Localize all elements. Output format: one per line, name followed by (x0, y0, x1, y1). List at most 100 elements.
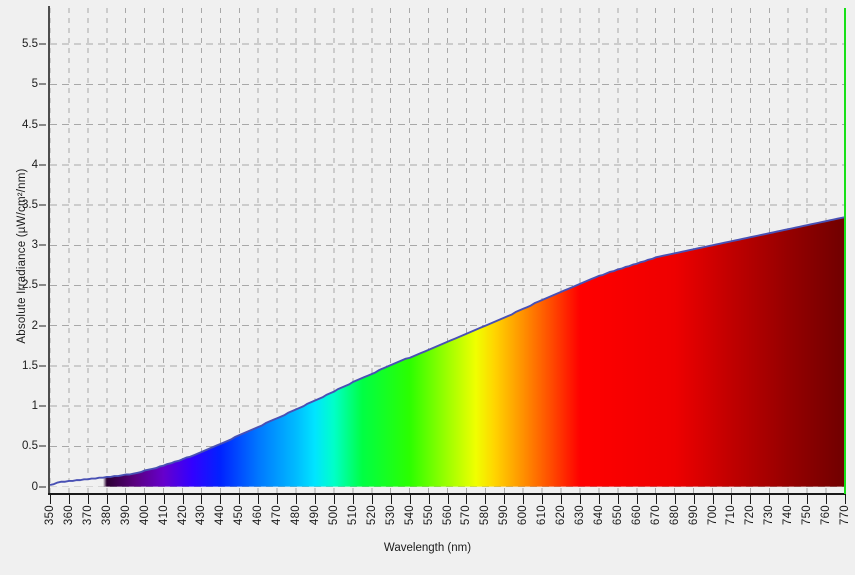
y-axis-tick-labels: 0 0.5 1 1.5 2 2.5 3 3.5 4 4.5 5 5.5 (0, 0, 46, 575)
x-tick-mark (239, 495, 241, 504)
x-tick-label: 570 (460, 505, 473, 526)
x-tick-label: 770 (839, 505, 851, 526)
x-tick-label: 590 (498, 505, 511, 526)
x-tick-mark (296, 495, 298, 504)
x-tick-label: 670 (649, 505, 662, 526)
y-tick-label: 0 (31, 480, 38, 493)
x-axis-line (48, 493, 846, 495)
x-tick-mark (220, 495, 222, 504)
x-tick-mark (504, 495, 506, 504)
x-tick-label: 510 (346, 505, 359, 526)
x-tick-mark (106, 495, 108, 504)
x-tick-mark (636, 495, 638, 504)
y-tick-mark (39, 43, 46, 45)
x-tick-label: 390 (119, 505, 132, 526)
x-tick-mark (731, 495, 733, 504)
y-tick-label: 2 (31, 319, 38, 332)
x-tick-label: 740 (782, 505, 795, 526)
x-tick-label: 730 (763, 505, 776, 526)
x-tick-label: 630 (574, 505, 586, 526)
x-tick-mark (598, 495, 600, 504)
x-tick-mark (561, 495, 563, 504)
y-tick-label: 4 (31, 158, 38, 171)
x-tick-label: 640 (592, 505, 605, 526)
x-tick-mark (163, 495, 165, 504)
x-tick-mark (769, 495, 771, 504)
y-tick-mark (39, 83, 46, 85)
x-tick-label: 650 (611, 505, 624, 526)
x-tick-mark (655, 495, 657, 504)
x-tick-label: 680 (668, 505, 681, 526)
x-tick-label: 500 (327, 505, 340, 526)
x-axis-title: Wavelength (nm) (383, 542, 472, 554)
y-tick-label: 1.5 (22, 359, 38, 372)
x-tick-label: 600 (517, 505, 530, 526)
y-axis-line (48, 6, 50, 495)
x-tick-mark (409, 495, 411, 504)
y-tick-mark (39, 244, 46, 246)
x-tick-mark (485, 495, 487, 504)
y-tick-label: 3 (31, 239, 38, 252)
x-tick-label: 580 (479, 505, 492, 526)
x-tick-mark (182, 495, 184, 504)
y-tick-mark (39, 124, 46, 126)
x-tick-mark (788, 495, 790, 504)
x-tick-label: 410 (157, 505, 170, 526)
x-tick-mark (352, 495, 354, 504)
y-tick-mark (39, 405, 46, 407)
x-tick-label: 550 (422, 505, 435, 526)
x-tick-label: 470 (271, 505, 284, 526)
x-tick-label: 430 (195, 505, 208, 526)
x-tick-mark (617, 495, 619, 504)
x-tick-label: 700 (706, 505, 719, 526)
x-tick-mark (523, 495, 525, 504)
x-tick-mark (315, 495, 316, 504)
x-tick-label: 360 (62, 505, 75, 526)
x-tick-mark (674, 495, 676, 504)
x-tick-mark (826, 495, 828, 504)
x-tick-mark (466, 495, 468, 504)
wavelength-cursor-line[interactable] (844, 8, 846, 494)
x-tick-label: 750 (801, 505, 814, 526)
plot-area[interactable] (50, 8, 845, 493)
y-tick-label: 0.5 (22, 440, 38, 453)
gridlines (50, 8, 845, 493)
x-tick-mark (712, 495, 714, 504)
x-tick-label: 620 (555, 505, 568, 526)
x-tick-mark (447, 495, 449, 504)
y-tick-mark (39, 164, 46, 166)
x-tick-mark (50, 495, 51, 504)
x-tick-label: 660 (630, 505, 643, 526)
y-tick-label: 1 (31, 400, 38, 413)
y-tick-label: 3.5 (22, 199, 38, 212)
y-tick-mark (39, 204, 46, 206)
x-tick-mark (371, 495, 373, 504)
x-tick-label: 760 (820, 505, 833, 526)
x-tick-mark (580, 495, 581, 504)
y-tick-label: 5.5 (22, 38, 38, 51)
y-tick-mark (39, 325, 46, 327)
x-tick-label: 400 (138, 505, 151, 526)
x-axis-tick-marks (0, 495, 855, 509)
x-tick-mark (144, 495, 146, 504)
x-tick-mark (258, 495, 260, 504)
x-tick-label: 610 (536, 505, 549, 526)
x-tick-label: 530 (384, 505, 397, 526)
y-tick-mark (39, 445, 46, 447)
x-tick-mark (333, 495, 335, 504)
x-tick-label: 710 (725, 505, 738, 526)
x-tick-mark (542, 495, 544, 504)
y-tick-mark (39, 284, 46, 286)
x-tick-mark (807, 495, 809, 504)
x-tick-mark (201, 495, 203, 504)
y-tick-label: 5 (31, 78, 38, 91)
y-tick-label: 4.5 (22, 118, 38, 131)
y-tick-mark (39, 365, 46, 367)
x-tick-label: 690 (687, 505, 700, 526)
x-tick-label: 370 (81, 505, 94, 526)
x-tick-label: 460 (252, 505, 265, 526)
y-tick-mark (39, 486, 46, 488)
x-tick-label: 540 (403, 505, 416, 526)
x-tick-mark (693, 495, 695, 504)
